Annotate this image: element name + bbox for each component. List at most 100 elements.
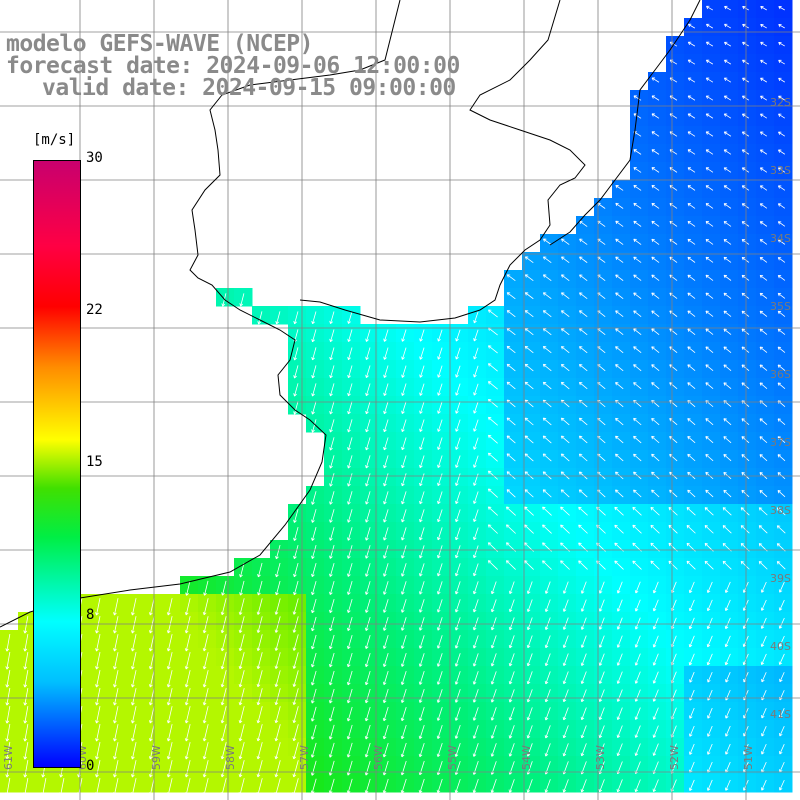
- wind-arrow: [560, 453, 570, 462]
- wind-arrow: [705, 418, 714, 426]
- wind-arrow: [166, 742, 173, 760]
- wind-arrow: [778, 59, 785, 65]
- wind-arrow: [293, 562, 299, 578]
- wind-arrow: [598, 725, 605, 739]
- wind-arrow: [382, 688, 389, 704]
- wind-arrow: [166, 616, 173, 634]
- wind-arrow: [472, 725, 479, 739]
- wind-arrow: [274, 616, 281, 633]
- wind-arrow: [778, 23, 785, 29]
- wind-arrow: [542, 453, 552, 462]
- wind-arrow: [328, 742, 335, 758]
- wind-arrow: [723, 364, 732, 371]
- wind-arrow: [542, 399, 552, 408]
- wind-arrow: [95, 670, 101, 688]
- wind-arrow: [524, 524, 534, 534]
- wind-arrow: [329, 545, 335, 559]
- wind-arrow: [437, 473, 443, 487]
- wind-arrow: [418, 671, 425, 685]
- wind-arrow: [185, 580, 191, 596]
- wind-arrow: [329, 491, 335, 505]
- wind-arrow: [687, 149, 696, 155]
- wind-arrow: [542, 292, 552, 300]
- wind-arrow: [741, 328, 750, 335]
- wind-arrow: [633, 113, 642, 119]
- wind-arrow: [184, 742, 191, 760]
- wind-arrow: [580, 743, 587, 757]
- wind-arrow: [651, 238, 660, 245]
- wind-arrow: [705, 256, 714, 263]
- wind-arrow: [347, 401, 353, 415]
- wind-arrow: [488, 309, 498, 318]
- wind-arrow: [688, 635, 695, 648]
- wind-arrow: [759, 167, 768, 173]
- wind-arrow: [364, 778, 371, 794]
- wind-arrow: [113, 652, 119, 670]
- wind-arrow: [560, 506, 570, 516]
- wind-arrow: [651, 95, 660, 101]
- wind-arrow: [418, 653, 425, 667]
- wind-arrow: [776, 561, 786, 570]
- wind-arrow: [329, 581, 335, 596]
- longitude-label: 58W: [224, 745, 237, 770]
- wind-arrow: [560, 310, 570, 318]
- wind-arrow: [759, 382, 768, 389]
- wind-arrow: [220, 652, 227, 670]
- wind-arrow: [652, 779, 659, 793]
- wind-arrow: [311, 562, 317, 578]
- wind-arrow: [472, 581, 479, 595]
- wind-arrow: [704, 507, 714, 516]
- wind-arrow: [148, 706, 155, 724]
- wind-arrow: [184, 724, 191, 742]
- latitude-label: 36S: [770, 368, 791, 381]
- wind-arrow: [113, 778, 119, 796]
- wind-arrow: [346, 688, 353, 704]
- wind-arrow: [310, 742, 317, 758]
- wind-arrow: [382, 599, 389, 613]
- wind-arrow: [652, 671, 659, 684]
- wind-arrow: [725, 743, 731, 755]
- wind-arrow: [544, 707, 551, 721]
- wind-arrow: [148, 724, 155, 742]
- wind-arrow: [760, 59, 768, 65]
- wind-arrow: [651, 131, 660, 137]
- wind-arrow: [292, 706, 299, 724]
- wind-arrow: [633, 220, 642, 227]
- wind-arrow: [741, 167, 750, 173]
- wind-arrow: [633, 167, 642, 173]
- wind-arrow: [329, 347, 335, 361]
- wind-arrow: [651, 220, 660, 227]
- wind-arrow: [364, 724, 371, 740]
- wind-arrow: [526, 779, 533, 793]
- wind-arrow: [329, 437, 335, 451]
- wind-arrow: [705, 382, 714, 390]
- wind-arrow: [758, 560, 768, 570]
- wind-arrow: [202, 724, 209, 742]
- wind-arrow: [741, 310, 750, 317]
- wind-arrow: [346, 706, 353, 722]
- wind-arrow: [401, 401, 407, 414]
- wind-arrow: [634, 599, 641, 612]
- wind-arrow: [365, 581, 371, 595]
- wind-arrow: [705, 95, 714, 101]
- wind-arrow: [347, 563, 353, 577]
- wind-arrow: [778, 581, 785, 593]
- colorbar-tick-15: 15: [86, 454, 103, 470]
- wind-arrow: [723, 203, 732, 209]
- wind-arrow: [454, 743, 461, 757]
- wind-arrow: [473, 509, 479, 523]
- wind-arrow: [779, 708, 785, 719]
- wind-arrow: [401, 383, 407, 396]
- wind-arrow: [311, 311, 317, 325]
- wind-arrow: [705, 489, 714, 498]
- wind-arrow: [274, 724, 281, 742]
- wind-arrow: [759, 292, 768, 299]
- wind-arrow: [383, 401, 389, 415]
- wind-arrow: [705, 59, 714, 65]
- wind-arrow: [777, 490, 786, 498]
- wind-arrow: [707, 707, 713, 719]
- wind-arrow: [346, 724, 353, 740]
- wind-arrow: [651, 471, 660, 480]
- wind-arrow: [292, 598, 299, 615]
